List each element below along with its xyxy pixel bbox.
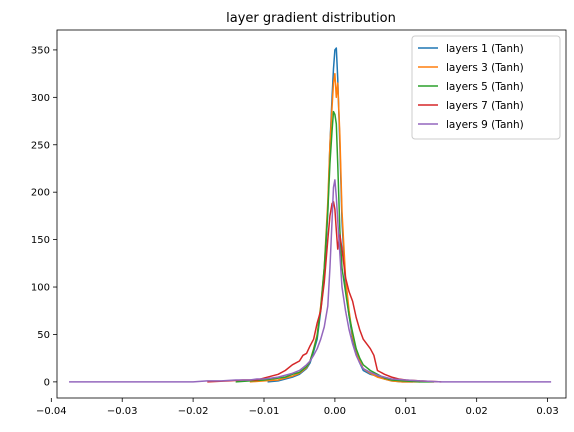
y-tick-label: 200 [31,188,50,199]
legend-label-5: layers 9 (Tanh) [446,119,524,131]
y-tick-label: 150 [31,235,50,246]
series-line-4 [207,200,442,383]
y-tick-label: 0 [44,377,50,388]
x-tick-label: −0.01 [249,406,280,417]
x-tick-label: 0.03 [536,406,558,417]
y-tick-label: 250 [31,140,50,151]
series-layer [69,47,552,383]
x-tick-label: 0.01 [395,406,417,417]
axes-layer: −0.04 −0.03 −0.02 −0.01 0.00 0.01 0.02 0.03 0 50 1… [31,29,567,417]
legend: layers 1 (Tanh) layers 3 (Tanh) layers 5 (… [411,35,561,140]
y-tick-label: 300 [31,93,50,104]
x-tick-label: −0.03 [107,406,138,417]
y-tick-label: 100 [31,283,50,294]
y-tick-label: 350 [31,45,50,56]
series-line-3 [235,110,435,383]
legend-label-4: layers 7 (Tanh) [446,100,524,112]
series-line-5 [69,179,552,383]
legend-label-2: layers 3 (Tanh) [446,62,524,74]
x-tick-label: 0.00 [324,406,346,417]
y-tick-label: 50 [37,330,50,341]
legend-label-1: layers 1 (Tanh) [446,43,524,55]
legend-box [411,35,561,140]
x-tick-label: 0.02 [466,406,488,417]
x-tick-label: −0.04 [36,406,67,417]
plot-frame [56,29,567,399]
legend-label-3: layers 5 (Tanh) [446,81,524,93]
chart-title: layer gradient distribution [226,11,396,26]
x-tick-label: −0.02 [178,406,209,417]
